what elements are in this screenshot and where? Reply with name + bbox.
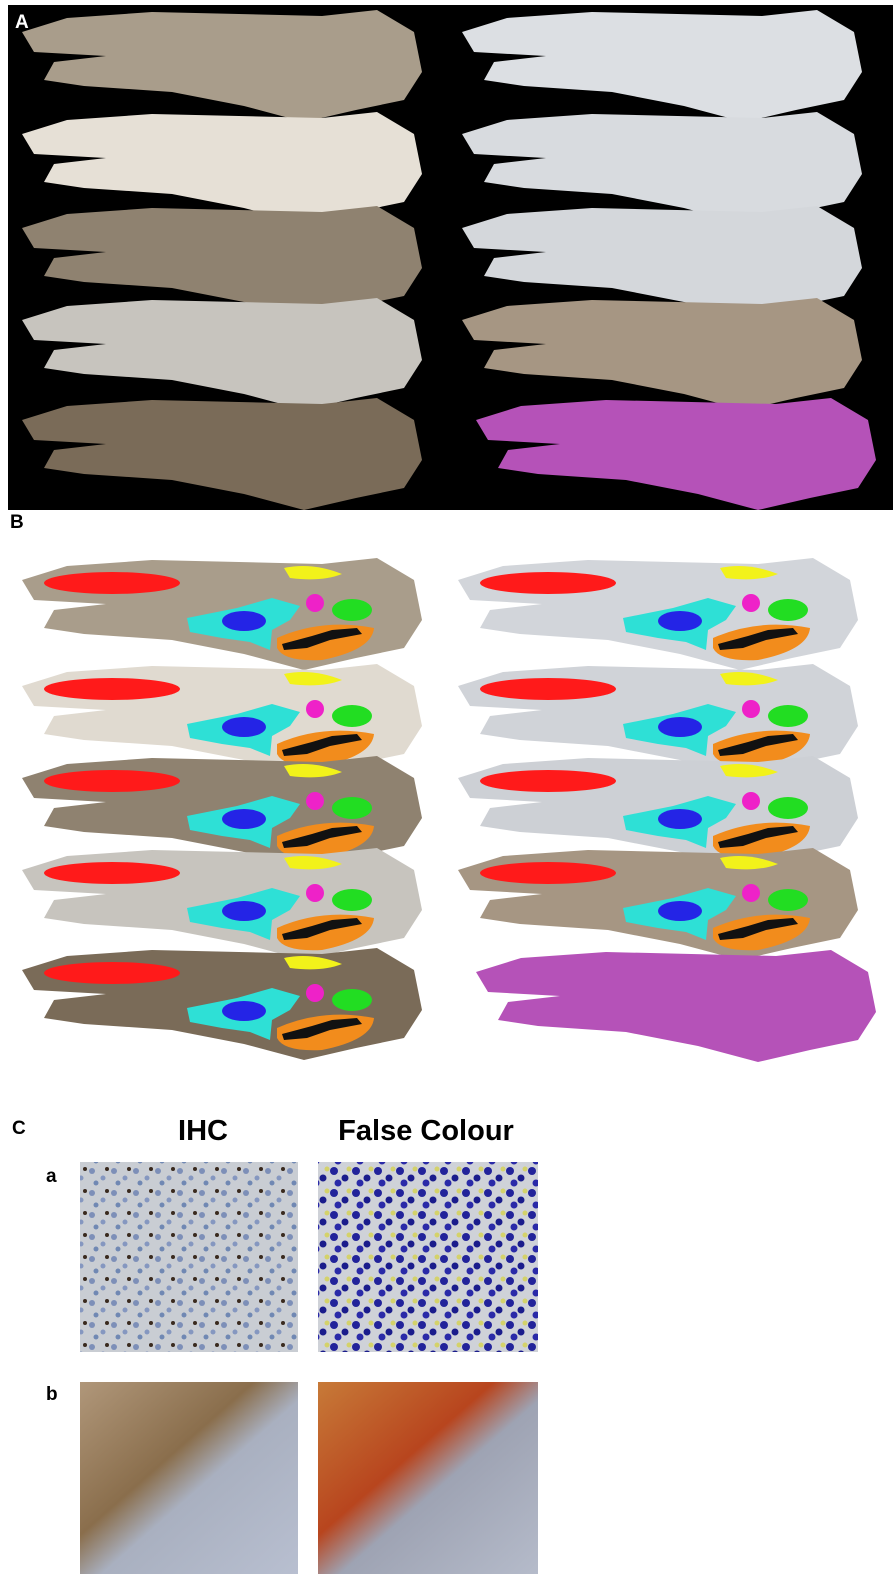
false-colour-image-a	[318, 1162, 538, 1352]
panel-label: A	[15, 12, 29, 33]
slice	[476, 950, 876, 1062]
ihc-image-a	[80, 1162, 298, 1352]
ihc-image-b	[80, 1382, 298, 1574]
panel-b-slices	[22, 558, 876, 1062]
column-header: False Colour	[338, 1115, 514, 1147]
row-label: a	[46, 1166, 57, 1187]
column-header: IHC	[178, 1115, 228, 1147]
panel-label: B	[10, 512, 24, 533]
panel-label: C	[12, 1118, 26, 1139]
row-label: b	[46, 1384, 58, 1405]
false-colour-image-b	[318, 1382, 538, 1574]
figure: A B C IHC False Colour a b	[0, 0, 893, 1574]
